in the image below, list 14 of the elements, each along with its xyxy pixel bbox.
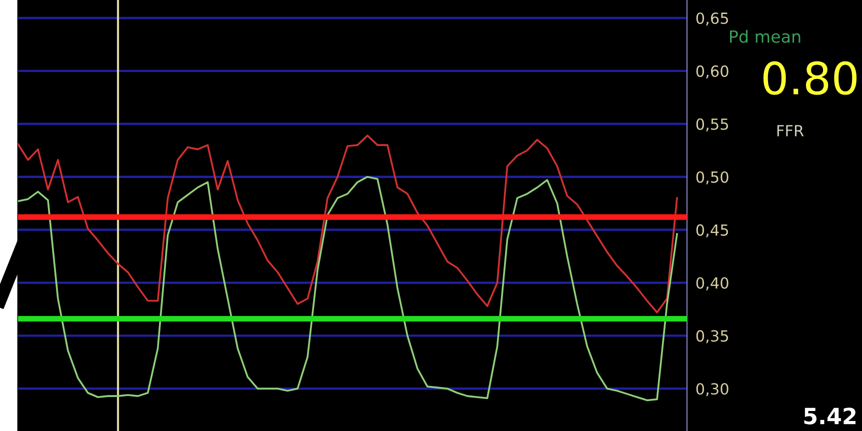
y-tick-label: 0,50 — [696, 171, 728, 184]
y-tick-label: 0,60 — [696, 65, 728, 79]
text: 5.42 — [804, 408, 856, 424]
line-series — [18, 134, 678, 314]
y-tick-label: 0,35 — [696, 330, 728, 344]
y-tick-label: 0,45 — [696, 224, 728, 238]
y-tick-label: 0,65 — [696, 12, 728, 26]
text: FFR — [777, 125, 804, 136]
y-tick-label: 0,40 — [696, 277, 728, 290]
line-series — [18, 176, 678, 402]
y-tick-label: 0,30 — [696, 383, 728, 396]
y-tick-label: 0,55 — [696, 118, 728, 132]
text: Pd mean — [730, 30, 800, 43]
text: 0.80 — [763, 61, 857, 95]
